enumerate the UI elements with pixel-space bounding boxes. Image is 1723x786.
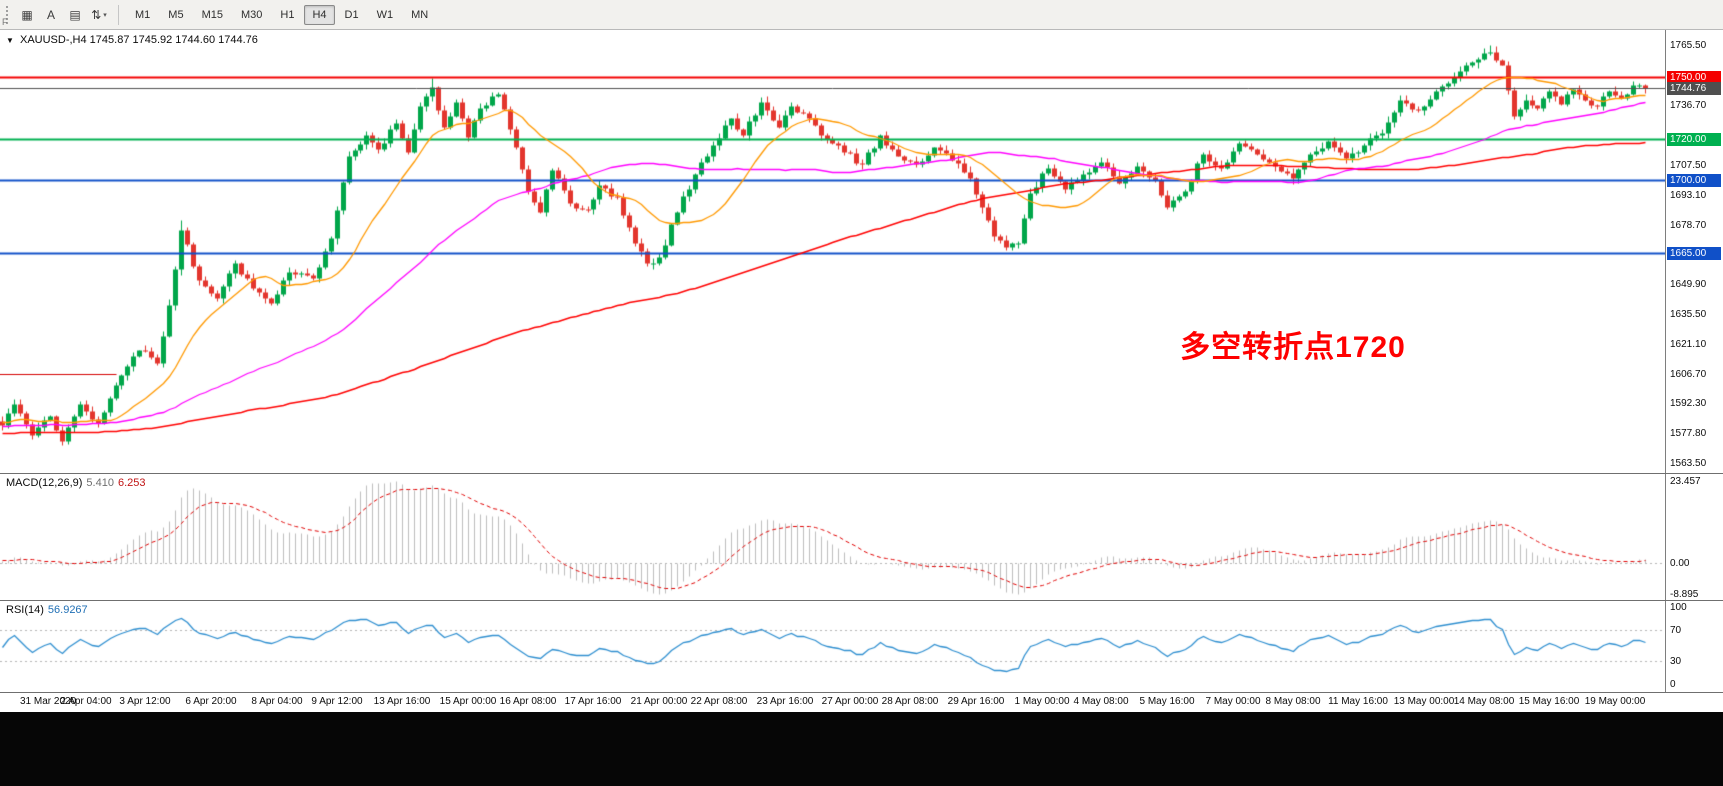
timeframe-button-m5[interactable]: M5 <box>168 8 184 21</box>
price-tick: 1707.50 <box>1670 159 1707 171</box>
macd-panel: MACD(12,26,9) 5.410 6.253 23.457 0.00 -8.895 <box>0 474 1723 600</box>
macd-canvas[interactable] <box>0 474 1665 600</box>
price-tag-1665.00: 1665.00 <box>1667 246 1721 260</box>
macd-signal-value: 6.253 <box>117 477 146 489</box>
rsi-tick: 0 <box>1670 678 1676 690</box>
bottom-black-area <box>0 712 1723 786</box>
timeframe-button-mn[interactable]: MN <box>411 8 429 21</box>
timeframe-button-h4[interactable]: H4 <box>304 4 335 25</box>
macd-tick: -8.895 <box>1670 588 1699 600</box>
indicators-dropdown-icon[interactable]: ⇅ ▾ <box>91 7 107 22</box>
date-label: 19 May 00:00 <box>1584 696 1646 707</box>
timeframe-button-m1[interactable]: M1 <box>135 8 151 21</box>
price-tick: 1635.50 <box>1670 308 1707 320</box>
toolbar-separator <box>118 4 119 25</box>
macd-tick: 0.00 <box>1670 557 1690 569</box>
date-label: 3 Apr 12:00 <box>119 696 171 707</box>
date-label: 14 May 08:00 <box>1453 696 1515 707</box>
date-label: 13 May 00:00 <box>1393 696 1455 707</box>
price-tick: 1765.50 <box>1670 39 1707 51</box>
macd-main-value: 5.410 <box>86 477 114 489</box>
date-axis[interactable]: 31 Mar 2020 2 Apr 04:00 3 Apr 12:00 6 Apr 2… <box>0 693 1723 712</box>
chart-title: ▼ XAUUSD-,H4 1745.87 1745.92 1744.60 174… <box>6 34 258 46</box>
date-label: 1 May 00:00 <box>1014 696 1070 707</box>
macd-label: MACD(12,26,9) 5.410 6.253 <box>6 477 149 489</box>
timeframe-button-m15[interactable]: M15 <box>201 8 223 21</box>
date-label: 28 Apr 08:00 <box>881 696 939 707</box>
main-chart-panel: ▼ XAUUSD-,H4 1745.87 1745.92 1744.60 174… <box>0 30 1723 473</box>
date-label: 31 Mar 2020 <box>20 696 77 707</box>
partial-label: F <box>2 17 8 27</box>
macd-tick: 23.457 <box>1670 475 1701 487</box>
rsi-name: RSI(14) <box>6 604 44 616</box>
date-label: 11 May 16:00 <box>1328 696 1388 707</box>
price-tick: 1678.70 <box>1670 219 1707 231</box>
date-label: 27 Apr 00:00 <box>821 696 879 707</box>
price-tag-1750.00: 1750.00 <box>1667 70 1721 84</box>
price-tag-1744.76: 1744.76 <box>1667 81 1721 95</box>
panel-divider[interactable] <box>0 473 1723 474</box>
date-label: 13 Apr 16:00 <box>373 696 431 707</box>
date-label: 21 Apr 00:00 <box>630 696 688 707</box>
rsi-tick: 30 <box>1670 655 1682 667</box>
dropdown-caret-icon: ▾ <box>103 11 107 19</box>
toolbar: F ▦ A ▤ ⇅ ▾ M1 M5 M15 M30 H1 H4 D1 W1 MN <box>0 0 1723 30</box>
chart-window-icon[interactable]: ▦ <box>21 7 33 22</box>
price-tick: 1606.70 <box>1670 368 1707 380</box>
toolbar-icon-group: ▦ A ▤ ⇅ ▾ <box>15 4 111 26</box>
text-tool-button[interactable]: A <box>46 7 55 22</box>
price-tick: 1621.10 <box>1670 338 1707 350</box>
timeframe-button-h1[interactable]: H1 <box>280 8 295 21</box>
toolbar-grip[interactable] <box>6 5 11 24</box>
chart-context-icon[interactable]: ▼ <box>6 36 14 45</box>
rsi-canvas[interactable] <box>0 601 1665 692</box>
date-label: 17 Apr 16:00 <box>564 696 622 707</box>
macd-axis[interactable]: 23.457 0.00 -8.895 <box>1665 474 1723 600</box>
chart-symbol-period: XAUUSD-,H4 <box>19 34 87 46</box>
chart-annotation-text[interactable]: 多空转折点1720 <box>1180 331 1406 364</box>
date-label: 6 Apr 20:00 <box>185 696 237 707</box>
rsi-tick: 100 <box>1670 601 1687 613</box>
rsi-label: RSI(14) 56.9267 <box>6 604 92 616</box>
timeframe-button-m30[interactable]: M30 <box>240 8 263 21</box>
price-tag-1700.00: 1700.00 <box>1667 173 1721 187</box>
panel-divider[interactable] <box>0 600 1723 601</box>
date-label: 29 Apr 16:00 <box>947 696 1005 707</box>
date-label: 15 Apr 00:00 <box>439 696 497 707</box>
main-chart-canvas[interactable] <box>0 30 1665 473</box>
price-tick: 1693.10 <box>1670 189 1707 201</box>
timeframe-toolbar: M1 M5 M15 M30 H1 H4 D1 W1 MN <box>126 4 437 25</box>
date-label: 7 May 00:00 <box>1205 696 1261 707</box>
date-label: 22 Apr 08:00 <box>690 696 748 707</box>
date-label: 8 May 08:00 <box>1265 696 1321 707</box>
panel-divider[interactable] <box>0 692 1723 693</box>
date-label: 5 May 16:00 <box>1139 696 1195 707</box>
macd-name: MACD(12,26,9) <box>6 477 83 489</box>
template-icon[interactable]: ▤ <box>69 7 81 22</box>
price-axis[interactable]: 1765.50 1736.70 1707.50 1693.10 1678.70 1649.… <box>1665 30 1723 473</box>
date-label: 15 May 16:00 <box>1518 696 1580 707</box>
timeframe-button-d1[interactable]: D1 <box>344 8 359 21</box>
rsi-tick: 70 <box>1670 624 1682 636</box>
date-label: 2 Apr 04:00 <box>60 696 112 707</box>
price-tick: 1577.80 <box>1670 427 1707 439</box>
rsi-axis[interactable]: 100 70 30 0 <box>1665 601 1723 692</box>
date-label: 4 May 08:00 <box>1073 696 1129 707</box>
price-tick: 1736.70 <box>1670 99 1707 111</box>
rsi-value: 56.9267 <box>47 604 88 616</box>
date-label: 8 Apr 04:00 <box>251 696 303 707</box>
price-tag-1720.00: 1720.00 <box>1667 132 1721 146</box>
date-label: 16 Apr 08:00 <box>499 696 557 707</box>
timeframe-button-w1[interactable]: W1 <box>376 8 394 21</box>
price-tick: 1592.30 <box>1670 397 1707 409</box>
date-label: 23 Apr 16:00 <box>756 696 814 707</box>
chart-ohlc-readout: 1745.87 1745.92 1744.60 1744.76 <box>89 34 258 46</box>
price-tick: 1649.90 <box>1670 278 1707 290</box>
chart-window: ▼ XAUUSD-,H4 1745.87 1745.92 1744.60 174… <box>0 30 1723 712</box>
rsi-panel: RSI(14) 56.9267 100 70 30 0 <box>0 601 1723 692</box>
price-tick: 1563.50 <box>1670 457 1707 469</box>
date-label: 9 Apr 12:00 <box>311 696 363 707</box>
